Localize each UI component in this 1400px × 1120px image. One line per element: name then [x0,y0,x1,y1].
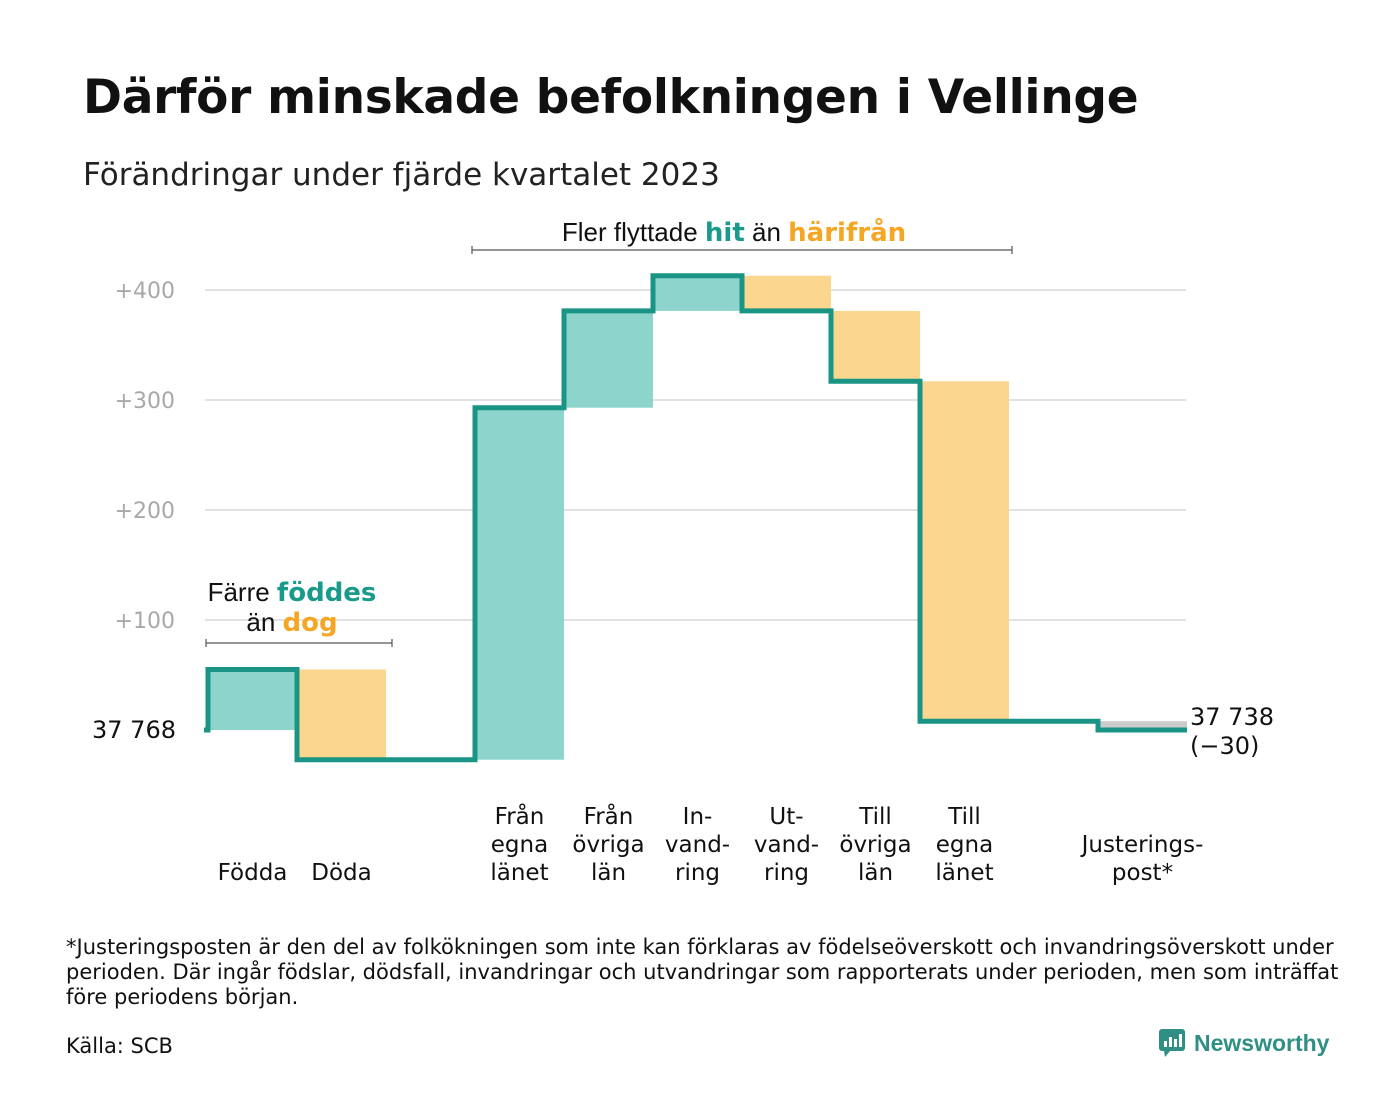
bar-10 [1098,721,1187,730]
category-label-8: länet [935,860,993,886]
chart-title: Därför minskade befolkningen i Vellinge [83,70,1139,125]
brand-logo: Newsworthy [1158,1028,1329,1058]
category-label-3: Från [495,802,545,830]
category-label-7: län [858,860,893,886]
y-tick-label: +200 [115,499,175,524]
y-tick-label: +100 [115,609,175,634]
category-label-4: Från [584,802,634,830]
end-value-label: (−30) [1190,732,1259,760]
y-tick-label: +400 [115,279,175,304]
bar-1 [297,669,386,760]
category-label-8: egna [936,832,993,858]
bar-0 [208,669,297,730]
grid-lines [205,289,1186,621]
category-label-6: ring [764,860,809,886]
category-label-5: ring [675,860,720,886]
category-label-4: län [591,860,626,886]
category-label-10: Justerings- [1080,832,1204,858]
births-annotation: Färre föddes [208,577,377,608]
category-label-5: In- [683,804,713,830]
running-total-path [204,273,1187,763]
footnote: *Justeringsposten är den del av folkökni… [66,935,1339,1009]
newsworthy-icon [1159,1029,1185,1057]
end-value-label: 37 738 [1190,703,1274,731]
y-tick-label: +300 [115,389,175,414]
category-label-1: Döda [311,860,371,886]
births-annotation: än dog [246,607,337,638]
category-label-0: Födda [218,860,288,886]
bar-5 [653,275,742,311]
bar-7 [831,310,920,382]
bar-6 [742,275,831,311]
brand-name: Newsworthy [1194,1029,1330,1056]
category-label-3: egna [491,832,548,858]
category-label-8: Till [947,804,981,830]
bar-3 [475,407,564,760]
source-note: Källa: SCB [66,1034,173,1058]
moves-annotation: Fler flyttade hit än härifrån [562,216,906,248]
bar-8 [920,381,1009,722]
category-label-5: vand- [665,832,730,858]
category-label-3: länet [490,860,548,886]
bar-4 [564,310,653,408]
category-label-4: övriga [572,832,644,858]
bars [208,275,1187,760]
category-label-10: post* [1112,860,1173,886]
category-label-6: Ut- [769,804,803,830]
category-label-7: övriga [839,832,911,858]
category-label-6: vand- [754,832,819,858]
start-value-label: 37 768 [92,716,176,744]
running-total-line [204,273,1187,763]
category-label-7: Till [858,804,892,830]
chart-subtitle: Förändringar under fjärde kvartalet 2023 [83,157,720,193]
